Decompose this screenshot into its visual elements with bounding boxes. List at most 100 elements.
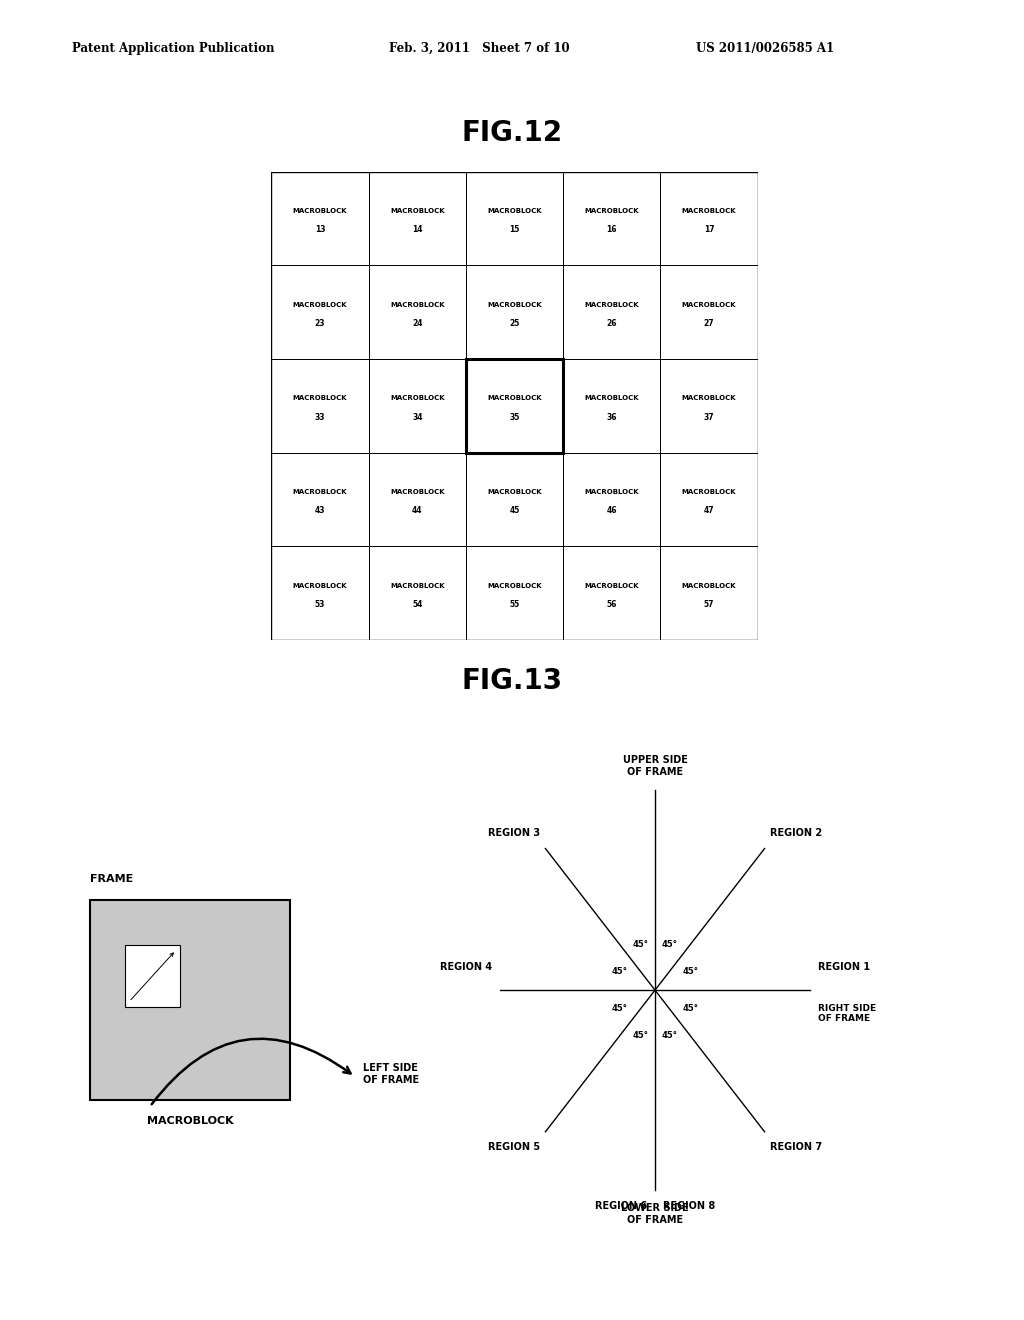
Text: MACROBLOCK: MACROBLOCK bbox=[390, 396, 444, 401]
Text: Feb. 3, 2011   Sheet 7 of 10: Feb. 3, 2011 Sheet 7 of 10 bbox=[389, 42, 569, 55]
Text: MACROBLOCK: MACROBLOCK bbox=[390, 209, 444, 214]
Text: 26: 26 bbox=[606, 319, 617, 327]
Text: 43: 43 bbox=[314, 507, 326, 515]
Text: FIG.13: FIG.13 bbox=[462, 667, 562, 694]
Text: REGION 8: REGION 8 bbox=[663, 1201, 715, 1210]
Text: LEFT SIDE
OF FRAME: LEFT SIDE OF FRAME bbox=[362, 1063, 419, 1085]
Text: MACROBLOCK: MACROBLOCK bbox=[585, 209, 639, 214]
Text: MACROBLOCK: MACROBLOCK bbox=[682, 209, 736, 214]
Text: 23: 23 bbox=[314, 319, 326, 327]
Text: MACROBLOCK: MACROBLOCK bbox=[585, 396, 639, 401]
Text: REGION 7: REGION 7 bbox=[770, 1142, 821, 1152]
Text: 36: 36 bbox=[606, 413, 617, 421]
Bar bbox=[563, 265, 660, 359]
Bar bbox=[466, 546, 563, 640]
Text: MACROBLOCK: MACROBLOCK bbox=[585, 302, 639, 308]
Text: 45: 45 bbox=[509, 507, 520, 515]
Text: 13: 13 bbox=[314, 226, 326, 234]
Text: MACROBLOCK: MACROBLOCK bbox=[390, 490, 444, 495]
Text: UPPER SIDE
OF FRAME: UPPER SIDE OF FRAME bbox=[623, 755, 687, 777]
Bar bbox=[660, 546, 758, 640]
Text: MACROBLOCK: MACROBLOCK bbox=[293, 209, 347, 214]
Text: MACROBLOCK: MACROBLOCK bbox=[293, 396, 347, 401]
Text: 54: 54 bbox=[412, 601, 423, 609]
Text: 45°: 45° bbox=[612, 966, 628, 975]
Bar bbox=[660, 453, 758, 546]
Text: MACROBLOCK: MACROBLOCK bbox=[682, 490, 736, 495]
Text: 14: 14 bbox=[412, 226, 423, 234]
Text: US 2011/0026585 A1: US 2011/0026585 A1 bbox=[696, 42, 835, 55]
Text: 35: 35 bbox=[509, 413, 520, 421]
Text: MACROBLOCK: MACROBLOCK bbox=[390, 302, 444, 308]
Bar bbox=[369, 546, 466, 640]
Text: 45°: 45° bbox=[662, 1031, 678, 1040]
Text: 45°: 45° bbox=[633, 1031, 648, 1040]
Text: MACROBLOCK: MACROBLOCK bbox=[682, 302, 736, 308]
Text: 27: 27 bbox=[703, 319, 715, 327]
Text: REGION 5: REGION 5 bbox=[488, 1142, 541, 1152]
Text: 56: 56 bbox=[606, 601, 617, 609]
Text: MACROBLOCK: MACROBLOCK bbox=[487, 583, 542, 589]
Text: 53: 53 bbox=[314, 601, 326, 609]
Bar bbox=[563, 359, 660, 453]
Bar bbox=[563, 546, 660, 640]
Bar bbox=[125, 945, 180, 1007]
Text: 24: 24 bbox=[412, 319, 423, 327]
Text: MACROBLOCK: MACROBLOCK bbox=[585, 490, 639, 495]
Text: MACROBLOCK: MACROBLOCK bbox=[682, 583, 736, 589]
Bar bbox=[369, 359, 466, 453]
Text: 45°: 45° bbox=[682, 966, 698, 975]
Text: MACROBLOCK: MACROBLOCK bbox=[146, 1115, 233, 1126]
Text: REGION 1: REGION 1 bbox=[818, 962, 870, 972]
Text: 45°: 45° bbox=[662, 940, 678, 949]
Text: REGION 4: REGION 4 bbox=[440, 962, 492, 972]
Text: 17: 17 bbox=[703, 226, 715, 234]
Bar bbox=[563, 453, 660, 546]
Bar bbox=[466, 172, 563, 265]
Bar bbox=[466, 265, 563, 359]
Bar bbox=[271, 453, 369, 546]
Bar bbox=[369, 172, 466, 265]
Bar bbox=[660, 265, 758, 359]
Text: MACROBLOCK: MACROBLOCK bbox=[487, 396, 542, 401]
Text: 37: 37 bbox=[703, 413, 715, 421]
Bar bbox=[466, 453, 563, 546]
Text: 44: 44 bbox=[412, 507, 423, 515]
Bar bbox=[271, 265, 369, 359]
Bar bbox=[466, 359, 563, 453]
Text: MACROBLOCK: MACROBLOCK bbox=[293, 302, 347, 308]
Text: 55: 55 bbox=[509, 601, 520, 609]
Text: 45°: 45° bbox=[633, 940, 648, 949]
Text: LOWER SIDE
OF FRAME: LOWER SIDE OF FRAME bbox=[622, 1204, 689, 1225]
Text: REGION 2: REGION 2 bbox=[770, 828, 821, 838]
Text: REGION 3: REGION 3 bbox=[488, 828, 541, 838]
Text: MACROBLOCK: MACROBLOCK bbox=[390, 583, 444, 589]
Text: MACROBLOCK: MACROBLOCK bbox=[293, 490, 347, 495]
Text: 15: 15 bbox=[509, 226, 520, 234]
Text: 47: 47 bbox=[703, 507, 715, 515]
Text: MACROBLOCK: MACROBLOCK bbox=[585, 583, 639, 589]
Text: FRAME: FRAME bbox=[90, 874, 133, 884]
Text: 45°: 45° bbox=[682, 1005, 698, 1014]
Bar bbox=[271, 546, 369, 640]
Text: 46: 46 bbox=[606, 507, 617, 515]
Text: 16: 16 bbox=[606, 226, 617, 234]
Text: MACROBLOCK: MACROBLOCK bbox=[487, 490, 542, 495]
Bar bbox=[271, 359, 369, 453]
Text: 34: 34 bbox=[412, 413, 423, 421]
Text: 25: 25 bbox=[509, 319, 520, 327]
Bar bbox=[369, 265, 466, 359]
Text: MACROBLOCK: MACROBLOCK bbox=[682, 396, 736, 401]
Text: 57: 57 bbox=[703, 601, 715, 609]
Bar bbox=[271, 172, 369, 265]
Text: REGION 6: REGION 6 bbox=[595, 1201, 647, 1210]
Text: RIGHT SIDE
OF FRAME: RIGHT SIDE OF FRAME bbox=[818, 1003, 877, 1023]
Text: MACROBLOCK: MACROBLOCK bbox=[487, 209, 542, 214]
Text: MACROBLOCK: MACROBLOCK bbox=[487, 302, 542, 308]
Bar bbox=[563, 172, 660, 265]
Bar bbox=[90, 900, 290, 1100]
Text: Patent Application Publication: Patent Application Publication bbox=[72, 42, 274, 55]
Text: 33: 33 bbox=[314, 413, 326, 421]
Bar bbox=[660, 359, 758, 453]
Text: 45°: 45° bbox=[612, 1005, 628, 1014]
